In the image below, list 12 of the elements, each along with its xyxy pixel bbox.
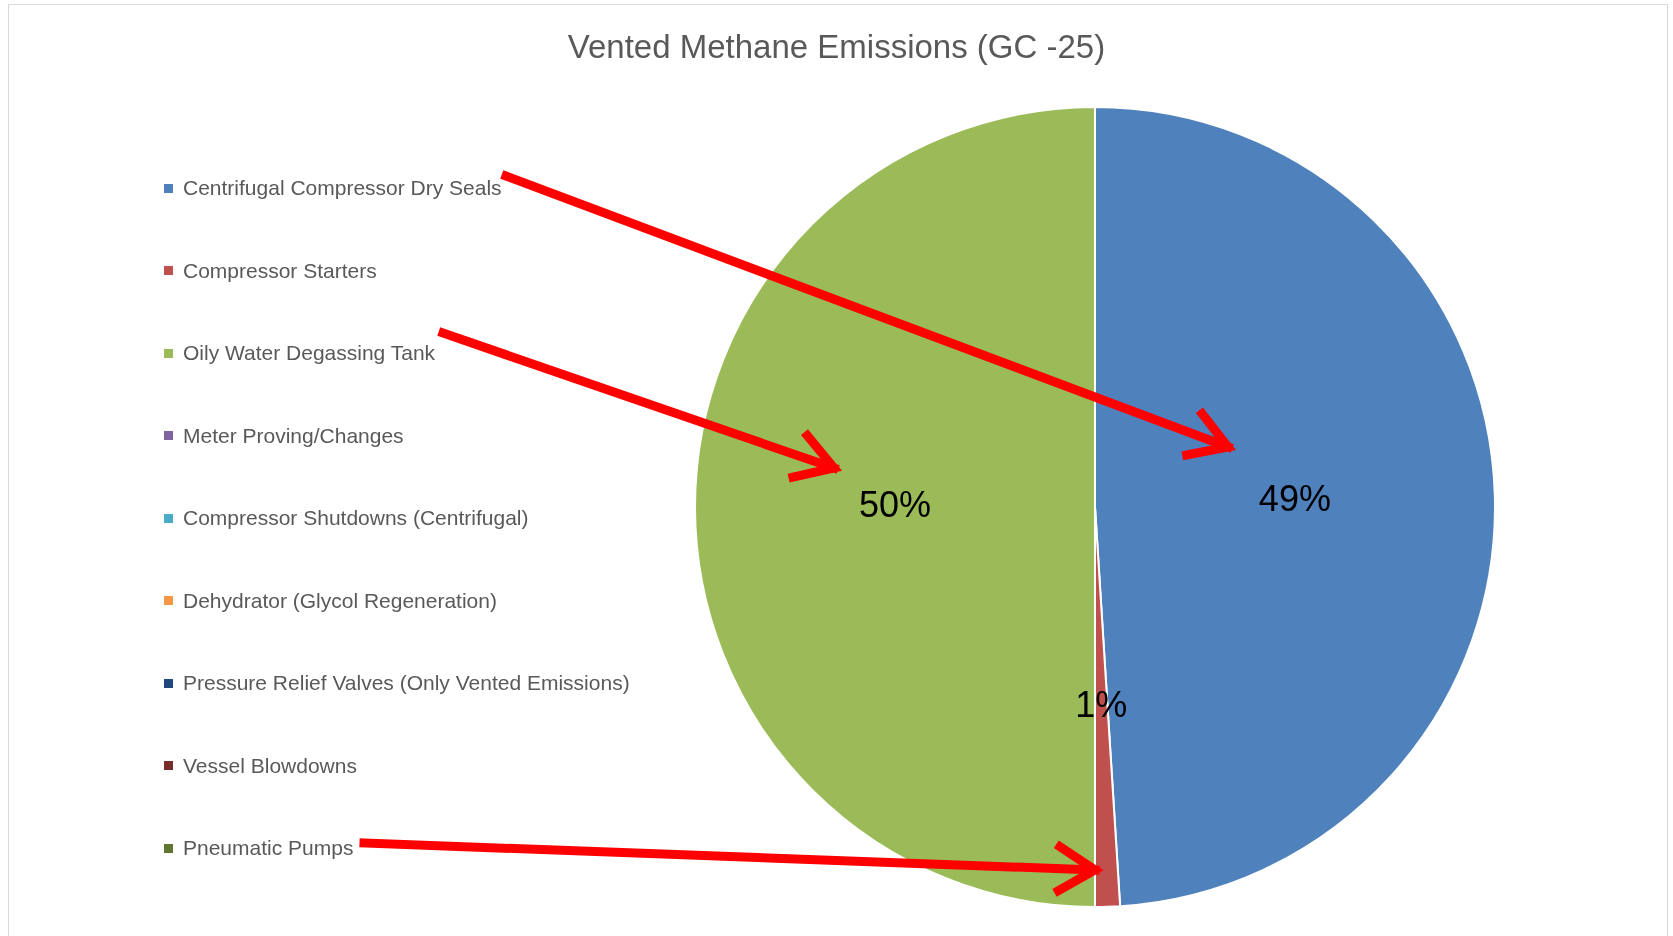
legend-label: Pneumatic Pumps [183,836,354,860]
legend-label: Compressor Starters [183,258,377,283]
legend-label: Meter Proving/Changes [183,423,404,448]
legend-label: Centrifugal Compressor Dry Seals [183,176,502,200]
legend-label: Dehydrator (Glycol Regeneration) [183,588,497,613]
legend-label: Oily Water Degassing Tank [183,341,436,365]
data-label: 50% [858,483,932,525]
data-label: 49% [1258,477,1331,519]
chart-title: Vented Methane Emissions (GC -25) [566,28,1107,66]
legend-label: Pressure Relief Valves (Only Vented Emissions) [183,671,630,695]
legend-label: Vessel Blowdowns [183,753,357,778]
legend-label: Compressor Shutdowns (Centrifugal) [183,506,529,530]
